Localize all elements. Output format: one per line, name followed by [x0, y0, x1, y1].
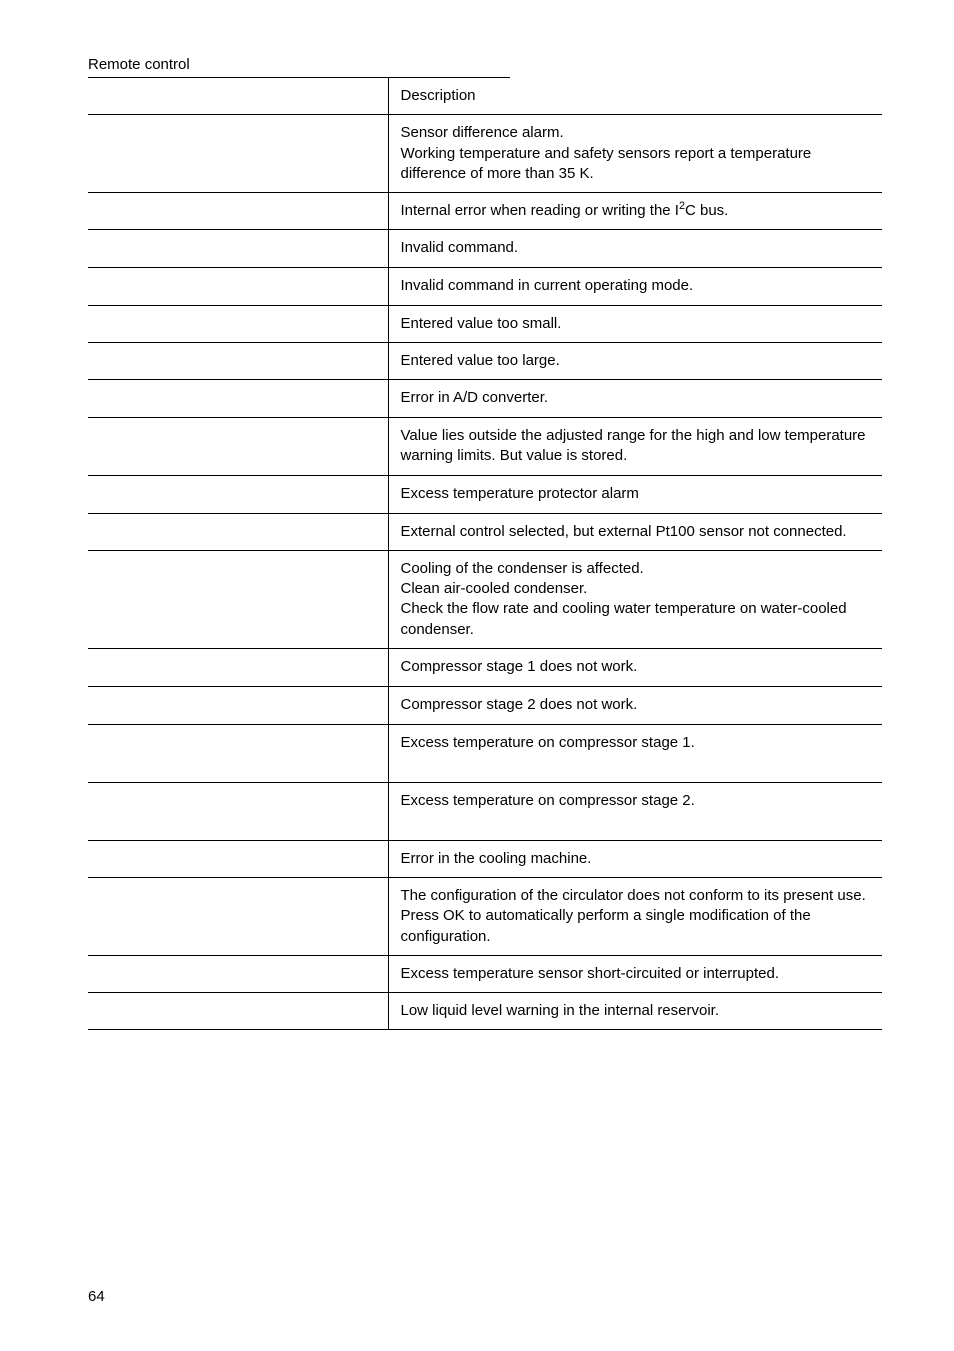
row-desc: Internal error when reading or writing t…: [388, 193, 882, 230]
table-row: Entered value too small.: [88, 305, 882, 342]
row-desc: Low liquid level warning in the internal…: [388, 993, 882, 1030]
table-row: The configuration of the circulator does…: [88, 878, 882, 956]
row-desc: Excess temperature protector alarm: [388, 475, 882, 513]
page-number: 64: [88, 1288, 105, 1305]
section-title: Remote control: [88, 56, 882, 73]
table-row: Error in the cooling machine.: [88, 840, 882, 877]
table-row: Value lies outside the adjusted range fo…: [88, 418, 882, 476]
table-row: Invalid command in current operating mod…: [88, 267, 882, 305]
row-desc: Excess temperature on compressor stage 2…: [388, 782, 882, 840]
row-desc: Compressor stage 1 does not work.: [388, 648, 882, 686]
row-desc: Invalid command.: [388, 230, 882, 267]
table-header-right: Description: [388, 78, 882, 115]
row-desc: The configuration of the circulator does…: [388, 878, 882, 956]
table-row: Low liquid level warning in the internal…: [88, 993, 882, 1030]
table-row: Excess temperature protector alarm: [88, 475, 882, 513]
row-desc: Invalid command in current operating mod…: [388, 267, 882, 305]
table-row: Compressor stage 1 does not work.: [88, 648, 882, 686]
row-desc: Value lies outside the adjusted range fo…: [388, 418, 882, 476]
table-row: Cooling of the condenser is affected.Cle…: [88, 550, 882, 648]
table-row: Error in A/D converter.: [88, 380, 882, 418]
table-header-row: Description: [88, 78, 882, 115]
row-desc: Error in the cooling machine.: [388, 840, 882, 877]
table-row: Excess temperature sensor short-circuite…: [88, 955, 882, 992]
table-header-left: [88, 78, 388, 115]
row-desc: Entered value too large.: [388, 342, 882, 379]
row-desc: Cooling of the condenser is affected.Cle…: [388, 550, 882, 648]
table-row: Excess temperature on compressor stage 1…: [88, 724, 882, 782]
row-desc: Sensor difference alarm.Working temperat…: [388, 115, 882, 193]
table-row: External control selected, but external …: [88, 513, 882, 550]
table-row: Excess temperature on compressor stage 2…: [88, 782, 882, 840]
row-desc: Excess temperature on compressor stage 1…: [388, 724, 882, 782]
table-row: Internal error when reading or writing t…: [88, 193, 882, 230]
table-row: Invalid command.: [88, 230, 882, 267]
row-desc: Entered value too small.: [388, 305, 882, 342]
table-row: Sensor difference alarm.Working temperat…: [88, 115, 882, 193]
table-row: Entered value too large.: [88, 342, 882, 379]
row-desc: Excess temperature sensor short-circuite…: [388, 955, 882, 992]
row-desc: Compressor stage 2 does not work.: [388, 686, 882, 724]
row-desc: Error in A/D converter.: [388, 380, 882, 418]
description-table: Description Sensor difference alarm.Work…: [88, 78, 882, 1030]
table-row: Compressor stage 2 does not work.: [88, 686, 882, 724]
row-desc: External control selected, but external …: [388, 513, 882, 550]
